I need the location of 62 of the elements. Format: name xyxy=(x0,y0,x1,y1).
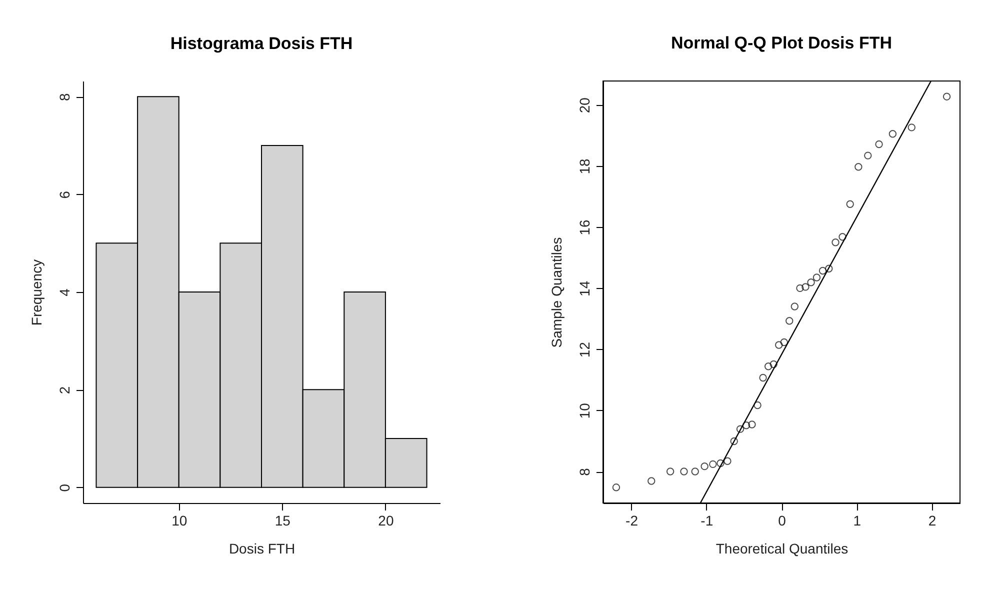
y-tick-label: 14 xyxy=(576,280,592,296)
chart-title: Normal Q-Q Plot Dosis FTH xyxy=(670,34,892,52)
point xyxy=(680,468,688,476)
y-tick-label: 6 xyxy=(56,190,72,199)
point xyxy=(942,92,951,100)
x-tick-label: 2 xyxy=(928,512,936,528)
point xyxy=(888,130,897,138)
point xyxy=(724,457,732,465)
point xyxy=(802,283,810,291)
point xyxy=(786,317,794,325)
point xyxy=(742,422,750,430)
point xyxy=(875,140,883,148)
point xyxy=(709,460,717,468)
point xyxy=(796,284,804,292)
y-tick-label: 12 xyxy=(576,342,592,358)
y-tick-label: 16 xyxy=(576,220,592,236)
point xyxy=(612,484,620,492)
x-tick-label: 15 xyxy=(274,512,291,528)
point xyxy=(825,264,833,272)
y-tick-label: 0 xyxy=(56,484,72,492)
point xyxy=(908,124,916,132)
x-axis-title: Dosis FTH xyxy=(228,540,296,556)
x-axis-title: Theoretical Quantiles xyxy=(716,540,848,556)
point xyxy=(770,360,778,368)
point xyxy=(700,462,708,470)
point xyxy=(648,477,656,485)
point xyxy=(754,401,762,410)
point xyxy=(764,362,772,370)
point xyxy=(846,200,854,208)
x-tick-label: -1 xyxy=(700,512,714,528)
point xyxy=(854,163,862,171)
point xyxy=(790,302,798,310)
y-tick-label: 2 xyxy=(56,386,72,394)
y-tick-label: 8 xyxy=(576,468,592,476)
x-tick-label: -2 xyxy=(626,512,638,528)
point xyxy=(812,274,821,282)
point xyxy=(716,459,724,468)
point xyxy=(864,152,872,160)
point xyxy=(730,437,738,446)
y-tick-label: 4 xyxy=(56,288,72,296)
y-tick-label: 8 xyxy=(56,93,72,102)
x-tick-label: 20 xyxy=(378,512,394,528)
point xyxy=(807,278,815,286)
chart-title: Histograma Dosis FTH xyxy=(170,34,353,53)
point xyxy=(818,266,827,275)
x-tick-label: 0 xyxy=(778,512,786,528)
point xyxy=(748,420,756,428)
point xyxy=(832,238,840,246)
point xyxy=(691,468,699,476)
point xyxy=(759,374,767,382)
y-axis-title: Frequency xyxy=(28,259,44,326)
y-tick-label: 20 xyxy=(576,97,592,114)
point xyxy=(666,468,674,476)
point xyxy=(775,341,783,349)
point xyxy=(736,425,744,433)
point xyxy=(838,232,846,241)
y-tick-label: 10 xyxy=(576,402,592,419)
x-tick-label: 10 xyxy=(172,512,188,528)
point xyxy=(780,338,788,346)
x-tick-label: 1 xyxy=(853,512,862,528)
y-axis-title: Sample Quantiles xyxy=(548,237,564,348)
y-tick-label: 18 xyxy=(576,158,592,174)
